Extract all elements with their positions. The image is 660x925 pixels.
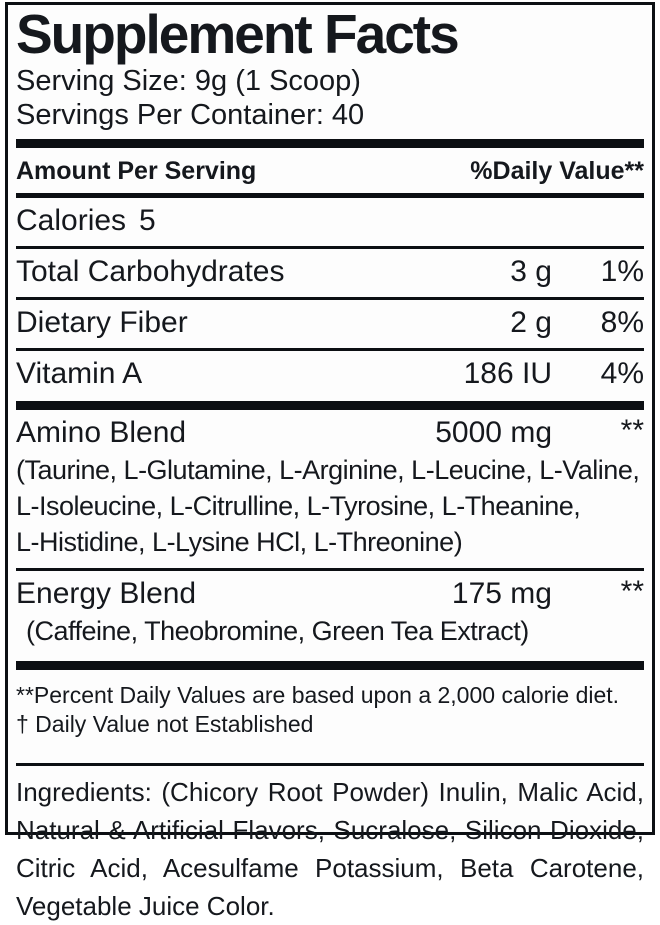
daily-value-header: %Daily Value** <box>470 157 644 185</box>
panel-title: Supplement Facts <box>16 3 460 65</box>
blend-name: Amino Blend <box>16 416 187 449</box>
ingredients-line: Vegetable Juice Color. <box>16 891 275 921</box>
nutrient-daily-value: 1% <box>600 255 644 288</box>
blend-row: Energy Blend 175 mg ** <box>16 571 644 613</box>
nutrient-name: Vitamin A <box>16 357 143 390</box>
rule-thin-2 <box>16 297 644 300</box>
ingredients-line: Natural & Artificial Flavors, Sucralose,… <box>16 815 644 845</box>
blend-amount: 5000 mg <box>435 416 552 449</box>
rule-thick-middle <box>16 401 644 410</box>
supplement-facts-panel: Supplement Facts Serving Size: 9g (1 Sco… <box>5 2 655 921</box>
blend-row: Amino Blend 5000 mg ** <box>16 410 644 452</box>
rule-thin-3 <box>16 348 644 351</box>
nutrient-daily-value: 8% <box>600 306 644 339</box>
nutrient-name: Dietary Fiber <box>16 306 188 339</box>
calories-value: 5 <box>139 204 156 237</box>
blend-daily-value: ** <box>620 575 644 608</box>
calories-label: Calories 5 <box>16 204 156 237</box>
blend-amount: 175 mg <box>451 577 552 610</box>
nutrient-amount: 186 IU <box>463 357 552 390</box>
serving-size: Serving Size: 9g (1 Scoop) <box>16 65 361 97</box>
blend-ingredients-line: (Taurine, L-Glutamine, L-Arginine, L-Leu… <box>16 455 640 485</box>
table-row: Vitamin A 186 IU 4% <box>16 351 644 399</box>
rule-thin-1 <box>16 246 644 249</box>
blend-ingredients: (Caffeine, Theobromine, Green Tea Extrac… <box>16 613 644 661</box>
rule-thin-4 <box>16 568 644 571</box>
rule-thin-ingredients <box>16 763 644 766</box>
footnotes: **Percent Daily Values are based upon a … <box>16 670 644 739</box>
ingredients-line: Ingredients: (Chicory Root Powder) Inuli… <box>16 777 644 807</box>
nutrient-daily-value: 4% <box>600 357 644 390</box>
table-row: Total Carbohydrates 3 g 1% <box>16 249 644 297</box>
nutrient-name: Total Carbohydrates <box>16 255 285 288</box>
ingredients-line: Citric Acid, Acesulfame Potassium, Beta … <box>16 853 644 883</box>
footnote-not-established: † Daily Value not Established <box>16 711 314 737</box>
rule-medium-header <box>16 193 644 198</box>
blend-ingredients-line: L-Histidine, L-Lysine HCl, L-Threonine) <box>16 527 463 557</box>
nutrient-amount: 3 g <box>510 255 552 288</box>
table-row: Dietary Fiber 2 g 8% <box>16 300 644 348</box>
blend-ingredients-line: L-Isoleucine, L-Citrulline, L-Tyrosine, … <box>16 491 581 521</box>
blend-name: Energy Blend <box>16 577 197 610</box>
amount-per-serving-header: Amount Per Serving <box>16 157 257 185</box>
blend-ingredients-line: (Caffeine, Theobromine, Green Tea Extrac… <box>26 616 529 646</box>
rule-thick-top <box>16 139 644 148</box>
ingredients-paragraph: Ingredients: (Chicory Root Powder) Inuli… <box>16 766 644 925</box>
column-header-row: Amount Per Serving %Daily Value** <box>16 148 644 193</box>
nutrient-amount: 2 g <box>510 306 552 339</box>
blend-daily-value: ** <box>620 414 644 447</box>
calories-row: Calories 5 <box>16 198 644 246</box>
footnote-daily-value: **Percent Daily Values are based upon a … <box>16 682 620 708</box>
blend-ingredients: (Taurine, L-Glutamine, L-Arginine, L-Leu… <box>16 452 644 568</box>
servings-per-container: Servings Per Container: 40 <box>16 99 365 131</box>
rule-thick-bottom <box>16 661 644 670</box>
